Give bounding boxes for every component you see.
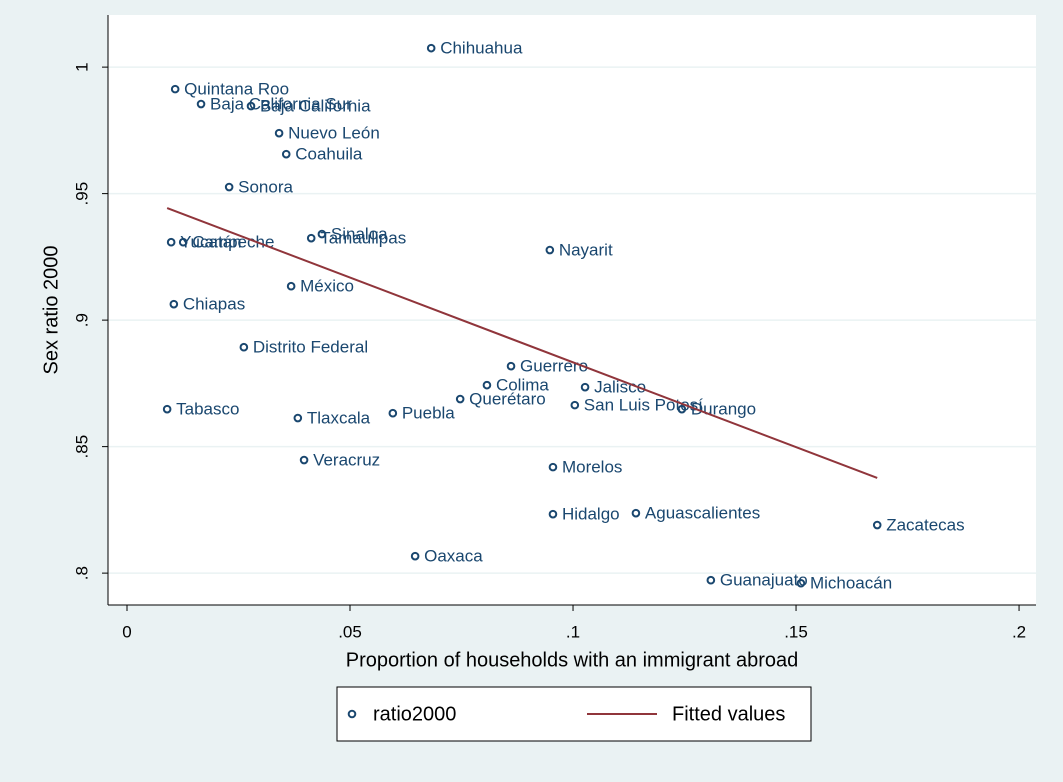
point-label: Durango: [691, 400, 756, 419]
point-label: México: [300, 277, 354, 296]
point-label: Tamaulipas: [320, 229, 406, 248]
x-tick-label: 0: [122, 622, 131, 641]
point-label: Baja California Sur: [210, 95, 352, 114]
x-axis-title: Proportion of households with an immigra…: [346, 649, 798, 671]
point-label: Guerrero: [520, 357, 588, 376]
y-tick-label: .8: [72, 566, 91, 580]
y-axis-title: Sex ratio 2000: [40, 246, 62, 375]
marker: [426, 43, 436, 53]
point-label: Distrito Federal: [253, 338, 368, 357]
x-tick-label: .2: [1012, 622, 1026, 641]
marker: [306, 233, 316, 243]
marker: [548, 462, 558, 472]
point-label: Michoacán: [810, 574, 892, 593]
legend: [336, 686, 812, 742]
point-label: Sonora: [238, 178, 293, 197]
fit-line: [166, 207, 878, 479]
y-tick-label: .85: [72, 435, 91, 459]
marker: [169, 299, 179, 309]
marker: [455, 394, 465, 404]
point-label: Sinaloa: [331, 225, 388, 244]
point-label: Campeche: [192, 233, 274, 252]
marker: [274, 128, 284, 138]
legend-marker: [347, 709, 357, 719]
point-label: Chihuahua: [440, 39, 523, 58]
point-label: Nayarit: [559, 241, 613, 260]
x-tick-label: .1: [566, 622, 580, 641]
y-tick-label: 1: [72, 62, 91, 71]
marker: [178, 237, 188, 247]
point-label: Zacatecas: [886, 516, 964, 535]
y-tick-label: .95: [72, 182, 91, 206]
point-label: Colima: [496, 376, 549, 395]
marker: [506, 361, 516, 371]
marker: [196, 99, 206, 109]
point-label: Nuevo León: [288, 124, 380, 143]
marker: [286, 281, 296, 291]
marker: [410, 551, 420, 561]
marker: [545, 245, 555, 255]
marker: [170, 84, 180, 94]
marker: [299, 455, 309, 465]
marker: [293, 413, 303, 423]
point-label: Morelos: [562, 458, 622, 477]
marker: [317, 229, 327, 239]
point-label: Hidalgo: [562, 505, 620, 524]
point-label: Oaxaca: [424, 547, 483, 566]
marker: [482, 380, 492, 390]
x-tick-label: .15: [784, 622, 808, 641]
marker: [166, 237, 176, 247]
point-label: Chiapas: [183, 295, 245, 314]
point-label: Guanajuato: [720, 571, 808, 590]
marker: [224, 182, 234, 192]
marker: [631, 508, 641, 518]
marker: [388, 408, 398, 418]
plot-area: [108, 15, 1036, 605]
marker: [548, 509, 558, 519]
point-label: Tabasco: [176, 400, 239, 419]
point-label: Aguascalientes: [645, 504, 760, 523]
marker: [872, 520, 882, 530]
point-label: Puebla: [402, 404, 455, 423]
x-tick-label: .05: [338, 622, 362, 641]
point-label: Yucatán: [180, 233, 241, 252]
point-label: Jalisco: [594, 378, 646, 397]
y-tick-label: .9: [72, 313, 91, 327]
marker: [796, 578, 806, 588]
marker: [706, 575, 716, 585]
point-label: Tlaxcala: [307, 409, 371, 428]
marker: [580, 382, 590, 392]
point-label: Veracruz: [313, 451, 380, 470]
point-label: Querétaro: [469, 390, 546, 409]
marker: [281, 149, 291, 159]
marker: [162, 404, 172, 414]
marker: [239, 342, 249, 352]
marker: [246, 101, 256, 111]
point-label: Coahuila: [295, 145, 363, 164]
point-label: Quintana Roo: [184, 80, 289, 99]
marker: [570, 400, 580, 410]
marker: [677, 404, 687, 414]
legend-label: Fitted values: [672, 703, 785, 725]
legend-label: ratio2000: [373, 703, 456, 725]
point-label: Baja California: [260, 97, 371, 116]
